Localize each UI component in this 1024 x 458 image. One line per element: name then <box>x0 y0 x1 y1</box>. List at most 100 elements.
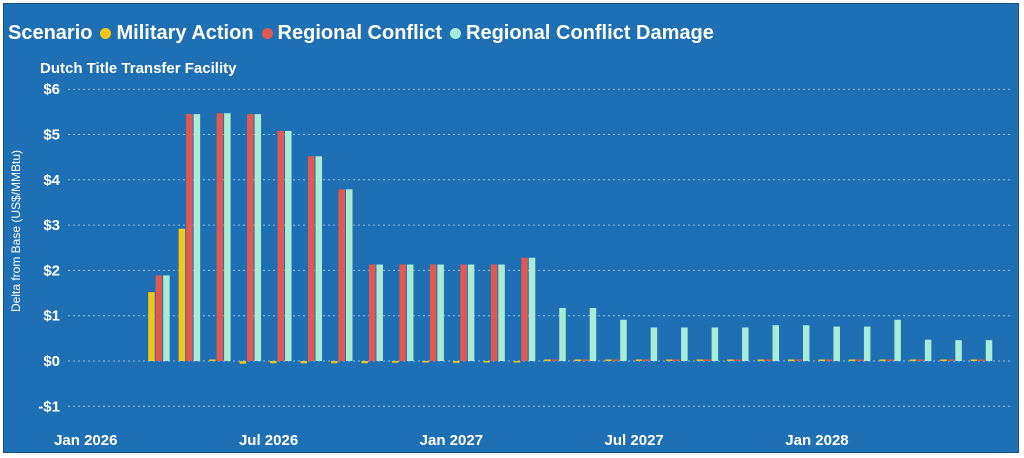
bar-regional-conflict <box>643 359 650 361</box>
bar-military-action <box>848 359 856 361</box>
bar-regional-conflict <box>521 257 528 361</box>
bar-military-action <box>178 228 186 361</box>
bar-regional-conflict-damage <box>772 325 780 361</box>
bar-regional-conflict-damage <box>285 130 292 361</box>
legend: Scenario Military Action Regional Confli… <box>8 20 722 46</box>
bar-regional-conflict <box>886 359 894 361</box>
bar-military-action <box>452 361 460 363</box>
chart-panel: Scenario Military Action Regional Confli… <box>3 3 1019 453</box>
y-tick-label: -$1 <box>38 398 60 415</box>
bar-regional-conflict <box>704 359 711 361</box>
bar-regional-conflict-damage <box>924 339 932 361</box>
bar-military-action <box>391 361 399 363</box>
bar-regional-conflict <box>765 359 772 361</box>
bar-regional-conflict-damage <box>863 326 871 361</box>
bar-regional-conflict-damage <box>406 264 414 361</box>
x-tick-label: Jan 2028 <box>785 432 848 449</box>
bar-regional-conflict <box>308 156 315 361</box>
legend-swatch-regional-conflict-damage <box>450 27 461 39</box>
bar-regional-conflict-damage <box>498 264 505 361</box>
y-axis-label: Delta from Base (US$/MMBtu) <box>9 150 23 312</box>
bar-regional-conflict <box>216 113 224 361</box>
bar-regional-conflict <box>795 359 802 361</box>
legend-label-regional-conflict: Regional Conflict <box>277 21 442 44</box>
bar-military-action <box>483 361 490 363</box>
bar-regional-conflict-damage <box>620 319 627 361</box>
bar-military-action <box>361 361 368 364</box>
bar-regional-conflict <box>429 264 437 361</box>
bar-regional-conflict <box>551 359 559 361</box>
bar-regional-conflict <box>947 359 955 361</box>
bar-military-action <box>544 359 551 361</box>
bar-military-action <box>422 361 429 363</box>
bar-military-action <box>635 359 643 361</box>
bar-regional-conflict <box>460 264 467 361</box>
bar-military-action <box>818 359 825 361</box>
legend-item-military-action[interactable]: Military Action <box>100 21 254 45</box>
chart-title: Dutch Title Transfer Facility <box>40 60 237 77</box>
bar-regional-conflict-damage <box>224 113 231 361</box>
bar-military-action <box>209 359 216 361</box>
bar-regional-conflict <box>399 264 406 361</box>
bar-regional-conflict-damage <box>376 264 383 361</box>
bar-regional-conflict <box>856 359 863 361</box>
bar-regional-conflict-damage <box>437 264 444 361</box>
bar-military-action <box>270 361 277 364</box>
bar-military-action <box>757 359 765 361</box>
bar-military-action <box>940 359 947 361</box>
bar-regional-conflict-damage <box>528 257 536 361</box>
bar-regional-conflict-damage <box>650 327 658 361</box>
y-tick-label: $5 <box>43 127 60 144</box>
y-tick-label: $0 <box>43 353 60 370</box>
bar-regional-conflict <box>917 359 924 361</box>
bar-regional-conflict-damage <box>193 114 201 362</box>
bar-regional-conflict <box>734 359 742 361</box>
legend-title: Scenario <box>8 21 93 44</box>
bar-military-action <box>696 359 704 361</box>
legend-item-regional-conflict-damage[interactable]: Regional Conflict Damage <box>450 22 714 45</box>
bar-military-action <box>787 359 795 361</box>
bar-regional-conflict <box>155 275 163 361</box>
legend-item-regional-conflict[interactable]: Regional Conflict <box>261 21 442 45</box>
bar-military-action <box>239 361 247 364</box>
bar-regional-conflict-damage <box>955 340 962 361</box>
bar-regional-conflict-damage <box>254 114 262 362</box>
bar-military-action <box>605 359 612 361</box>
bar-military-action <box>727 359 734 361</box>
bar-regional-conflict-damage <box>315 156 323 361</box>
legend-label-military-action: Military Action <box>116 21 254 44</box>
x-axis-ticks: Jan 2026 Jul 2026 Jan 2027 Jul 2027 Jan 2028 <box>54 432 849 449</box>
bar-military-action <box>513 361 521 363</box>
legend-label-regional-conflict-damage: Regional Conflict Damage <box>466 21 714 44</box>
bar-military-action <box>970 359 978 361</box>
y-tick-label: $6 <box>43 81 60 98</box>
bar-regional-conflict-damage <box>711 327 719 361</box>
bar-regional-conflict <box>277 130 285 361</box>
bar-regional-conflict-damage <box>985 340 993 361</box>
bar-regional-conflict <box>247 114 254 362</box>
bar-regional-conflict <box>368 264 376 361</box>
bar-regional-conflict <box>825 359 833 361</box>
x-tick-label: Jan 2027 <box>420 432 483 449</box>
y-tick-label: $1 <box>43 308 60 325</box>
y-tick-label: $3 <box>43 217 60 234</box>
bar-regional-conflict <box>673 359 681 361</box>
bar-regional-conflict <box>338 189 345 361</box>
y-tick-label: $4 <box>43 172 60 189</box>
bar-chart: $6 $5 $4 $3 $2 $1 $0 -$1 Jan 2026 Jul 2026 Jan 20… <box>9 81 1012 449</box>
legend-swatch-regional-conflict <box>261 27 273 39</box>
bar-regional-conflict-damage <box>163 275 170 361</box>
bar-military-action <box>330 361 338 364</box>
bar-regional-conflict <box>582 359 589 361</box>
bars <box>148 113 993 364</box>
bar-military-action <box>879 359 886 361</box>
bar-regional-conflict-damage <box>559 307 566 361</box>
y-tick-label: $2 <box>43 262 60 279</box>
bar-military-action <box>300 361 308 364</box>
bar-regional-conflict-damage <box>589 307 597 361</box>
bar-military-action <box>574 359 582 361</box>
y-axis-ticks: $6 $5 $4 $3 $2 $1 $0 -$1 <box>38 81 60 415</box>
bar-regional-conflict-damage <box>894 319 901 361</box>
legend-swatch-military-action <box>100 27 112 39</box>
bar-military-action <box>666 359 673 361</box>
